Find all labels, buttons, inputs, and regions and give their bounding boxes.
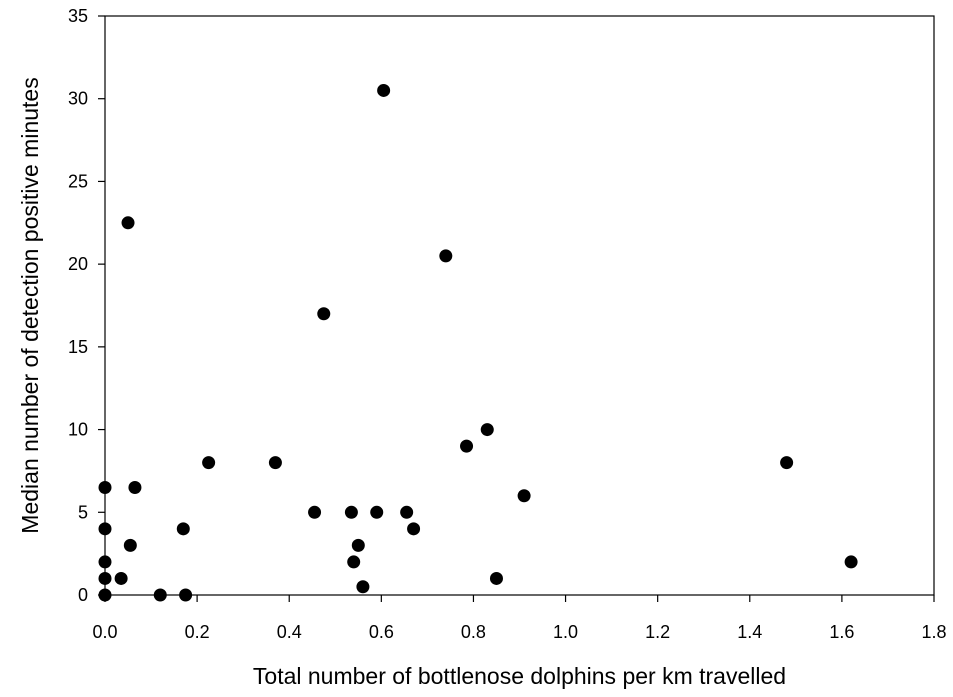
data-point <box>268 456 282 470</box>
y-tick-label: 0 <box>78 585 88 605</box>
x-tick-label: 0.6 <box>369 622 394 642</box>
data-point <box>98 522 112 536</box>
data-point <box>356 580 370 594</box>
data-point <box>344 505 358 519</box>
x-tick-label: 1.6 <box>829 622 854 642</box>
data-point <box>351 538 365 552</box>
data-point <box>202 456 216 470</box>
y-tick-label: 30 <box>68 89 88 109</box>
y-axis-ticks: 0 5 10 15 20 25 30 35 <box>68 6 105 605</box>
y-axis-title: Median number of detection positive minu… <box>17 77 43 533</box>
data-point <box>128 480 142 494</box>
y-tick-label: 25 <box>68 171 88 191</box>
data-point <box>98 480 112 494</box>
y-tick-label: 35 <box>68 6 88 26</box>
data-point <box>114 571 128 585</box>
data-point <box>347 555 361 569</box>
x-tick-label: 1.0 <box>553 622 578 642</box>
data-point <box>317 307 331 321</box>
data-point <box>480 423 494 437</box>
data-point <box>370 505 384 519</box>
x-tick-label: 0.2 <box>185 622 210 642</box>
y-tick-label: 5 <box>78 502 88 522</box>
x-tick-label: 1.8 <box>921 622 946 642</box>
data-point <box>844 555 858 569</box>
data-point <box>98 571 112 585</box>
data-point <box>439 249 453 263</box>
data-point <box>176 522 190 536</box>
data-point <box>123 538 137 552</box>
data-point <box>179 588 193 602</box>
data-points <box>98 83 858 602</box>
data-point <box>308 505 322 519</box>
data-point <box>377 83 391 97</box>
x-tick-label: 1.2 <box>645 622 670 642</box>
data-point <box>780 456 794 470</box>
y-tick-label: 10 <box>68 420 88 440</box>
y-tick-label: 15 <box>68 337 88 357</box>
x-tick-label: 0.0 <box>92 622 117 642</box>
x-tick-label: 0.8 <box>461 622 486 642</box>
x-tick-label: 1.4 <box>737 622 762 642</box>
plot-frame <box>104 15 935 596</box>
data-point <box>98 588 112 602</box>
x-axis-ticks: 0.0 0.2 0.4 0.6 0.8 1.0 1.2 1.4 1.6 1.8 <box>92 595 947 642</box>
data-point <box>407 522 421 536</box>
data-point <box>400 505 414 519</box>
data-point <box>98 555 112 569</box>
x-axis-title: Total number of bottlenose dolphins per … <box>253 663 786 689</box>
data-point <box>517 489 531 503</box>
data-point <box>121 216 135 230</box>
data-point <box>460 439 474 453</box>
y-tick-label: 20 <box>68 254 88 274</box>
data-point <box>489 571 503 585</box>
x-tick-label: 0.4 <box>277 622 302 642</box>
data-point <box>153 588 167 602</box>
